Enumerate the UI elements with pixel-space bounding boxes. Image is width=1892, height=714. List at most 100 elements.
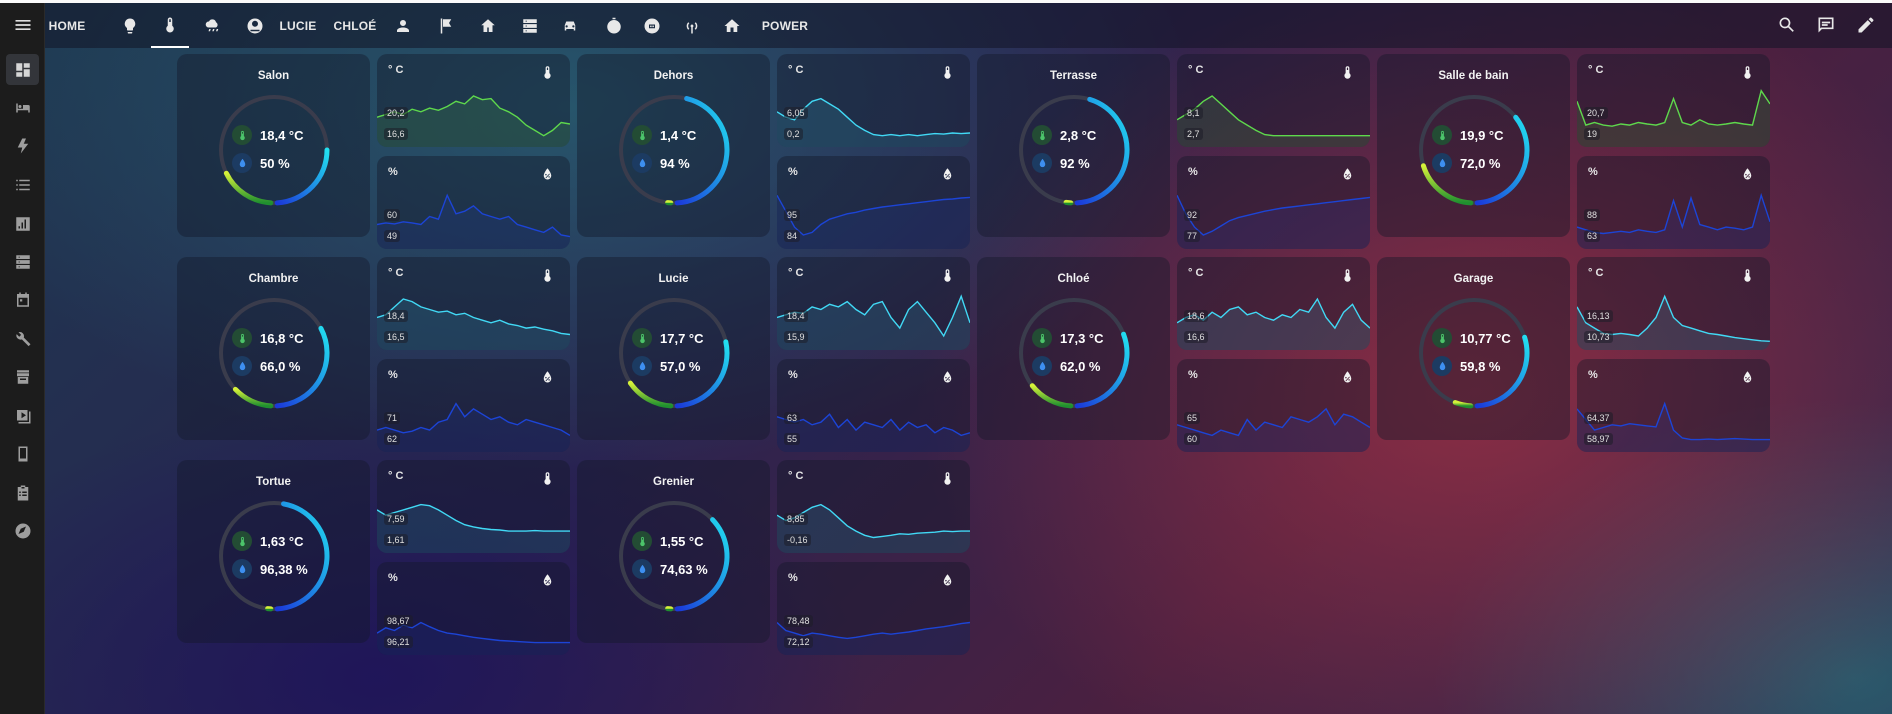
humidity-history-card[interactable]: % 63 55 <box>777 359 970 452</box>
humidity-history-card[interactable]: % 92 77 <box>1177 156 1370 249</box>
tab-lucie[interactable]: LUCIE <box>278 3 318 48</box>
thermometer-icon <box>540 267 555 284</box>
gauge-ring <box>619 501 730 612</box>
thermometer-icon <box>632 125 652 145</box>
temperature-history-card[interactable]: ° C 20,2 16,6 <box>377 54 570 147</box>
tab-power[interactable]: POWER <box>759 3 811 48</box>
humidity-card-icon <box>1340 369 1355 386</box>
sidebar-item-tablet[interactable] <box>6 438 39 469</box>
sidebar-item-hacs[interactable] <box>6 361 39 392</box>
tab-vacuum[interactable] <box>241 3 269 48</box>
humidity-history-card[interactable]: % 78,48 72,12 <box>777 562 970 655</box>
tab-lights[interactable] <box>116 3 144 48</box>
temperature-history-card[interactable]: ° C 18,6 16,6 <box>1177 257 1370 350</box>
sidebar-item-developer[interactable] <box>6 323 39 354</box>
humidity-row: 66,0 % <box>232 356 300 376</box>
temperature-unit: ° C <box>788 470 804 482</box>
room-card[interactable]: Salle de bain 19,9 °C 72,0 % <box>1377 54 1570 237</box>
sidebar-item-explore[interactable] <box>6 515 39 546</box>
humidity-row: 96,38 % <box>232 559 308 579</box>
room-card[interactable]: Grenier 1,55 °C 74,63 % <box>577 460 770 643</box>
temperature-history-card[interactable]: ° C 18,4 16,5 <box>377 257 570 350</box>
humidity-history-card[interactable]: % 95 84 <box>777 156 970 249</box>
graph-max-label: 64,37 <box>1584 412 1613 424</box>
humidity-row: 62,0 % <box>1032 356 1100 376</box>
graph-area <box>777 195 970 249</box>
humidity-arc <box>1474 334 1530 409</box>
assist-button[interactable] <box>1816 15 1836 35</box>
tab-weather[interactable] <box>199 3 227 48</box>
tab-home-outline[interactable] <box>474 3 502 48</box>
edit-dashboard-button[interactable] <box>1856 15 1876 35</box>
tab-chloe[interactable]: CHLOÉ <box>334 3 377 48</box>
room-card[interactable]: Garage 10,77 °C 59,8 % <box>1377 257 1570 440</box>
tab-home[interactable]: HOME <box>46 3 88 48</box>
room-card[interactable]: Lucie 17,7 °C 57,0 % <box>577 257 770 440</box>
sidebar-item-server[interactable] <box>6 246 39 277</box>
room-card[interactable]: Chloé 17,3 °C 62,0 % <box>977 257 1170 440</box>
sidebar-item-history[interactable] <box>6 208 39 239</box>
thermometer-icon <box>1740 64 1755 81</box>
search-button[interactable] <box>1777 15 1797 35</box>
thermometer-icon <box>632 531 652 551</box>
thermometer-icon <box>1032 125 1052 145</box>
temperature-history-card[interactable]: ° C 8,85 -0,16 <box>777 460 970 553</box>
temperature-unit: ° C <box>388 470 404 482</box>
graph-line <box>1577 401 1770 441</box>
temperature-row: 1,4 °C <box>632 125 696 145</box>
sidebar-item-bedroom[interactable] <box>6 92 39 123</box>
temperature-history-card[interactable]: ° C 20,7 19 <box>1577 54 1770 147</box>
temperature-unit: ° C <box>388 267 404 279</box>
sidebar-item-todo[interactable] <box>6 477 39 508</box>
room-name: Salon <box>257 70 290 82</box>
tab-flag[interactable] <box>432 3 460 48</box>
room-card[interactable]: Chambre 16,8 °C 66,0 % <box>177 257 370 440</box>
graph-area <box>777 622 970 655</box>
menu-button[interactable] <box>13 15 33 35</box>
home-outline-icon <box>479 17 497 35</box>
gauge-ring <box>219 501 330 612</box>
tab-antenna[interactable] <box>678 3 706 48</box>
tab-server[interactable] <box>516 3 544 48</box>
sidebar-item-logbook[interactable] <box>6 169 39 200</box>
room-card[interactable]: Dehors 1,4 °C 94 % <box>577 54 770 237</box>
tab-temperature[interactable] <box>151 3 189 48</box>
temperature-value: 18,4 °C <box>260 127 304 143</box>
thermometer-icon <box>540 470 555 487</box>
sidebar-item-media[interactable] <box>6 400 39 431</box>
car-icon <box>561 17 579 35</box>
humidity-arc <box>274 501 330 612</box>
server-icon <box>521 17 539 35</box>
tab-robot[interactable] <box>638 3 666 48</box>
sidebar-item-calendar[interactable] <box>6 284 39 315</box>
tab-car[interactable] <box>556 3 584 48</box>
graph-line <box>377 95 570 137</box>
temperature-unit: ° C <box>1588 267 1604 279</box>
sidebar-item-energy[interactable] <box>6 130 39 161</box>
humidity-history-card[interactable]: % 71 62 <box>377 359 570 452</box>
antenna-icon <box>683 17 701 35</box>
temperature-history-card[interactable]: ° C 7,59 1,61 <box>377 460 570 553</box>
temperature-history-card[interactable]: ° C 8,1 2,7 <box>1177 54 1370 147</box>
humidity-value: 96,38 % <box>260 561 308 577</box>
thermometer-icon <box>1032 328 1052 348</box>
temperature-history-card[interactable]: ° C 18,4 15,9 <box>777 257 970 350</box>
humidity-history-card[interactable]: % 64,37 58,97 <box>1577 359 1770 452</box>
temperature-history-card[interactable]: ° C 6,05 0,2 <box>777 54 970 147</box>
humidity-history-card[interactable]: % 98,67 96,21 <box>377 562 570 655</box>
humidity-history-card[interactable]: % 88 63 <box>1577 156 1770 249</box>
history-graph <box>1577 192 1770 249</box>
temperature-history-card[interactable]: ° C 16,13 10,73 <box>1577 257 1770 350</box>
thermometer-icon <box>940 64 955 81</box>
humidity-history-card[interactable]: % 65 60 <box>1177 359 1370 452</box>
graph-max-label: 92 <box>1184 209 1201 221</box>
tab-home-filled[interactable] <box>718 3 746 48</box>
sidebar-item-overview[interactable] <box>6 54 39 85</box>
room-card[interactable]: Tortue 1,63 °C 96,38 % <box>177 460 370 643</box>
tab-person[interactable] <box>389 3 417 48</box>
humidity-history-card[interactable]: % 60 49 <box>377 156 570 249</box>
room-card[interactable]: Salon 18,4 °C 50 % <box>177 54 370 237</box>
room-card[interactable]: Terrasse 2,8 °C 92 % <box>977 54 1170 237</box>
graph-max-label: 20,2 <box>384 107 408 119</box>
tab-timer[interactable] <box>600 3 628 48</box>
